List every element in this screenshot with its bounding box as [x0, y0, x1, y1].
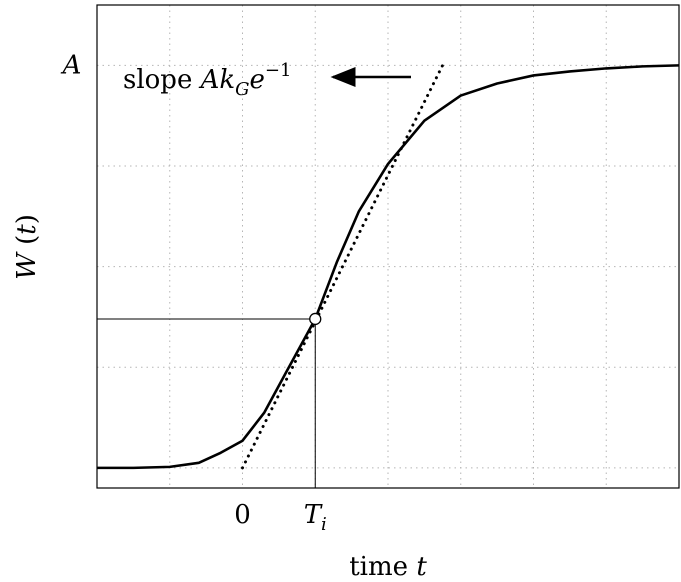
series-layer [97, 63, 680, 470]
tangent-line-dotted [241, 63, 445, 470]
inflection-guides [97, 318, 316, 488]
x-tick-label: Ti [304, 500, 327, 535]
y-tick-label: A [61, 50, 82, 80]
annotation-layer: slope AkGe−1 [123, 60, 411, 100]
y-axis-label: W (t) [12, 214, 42, 280]
tick-labels: 0 Ti A [61, 50, 327, 535]
slope-annotation: slope AkGe−1 [123, 60, 291, 100]
growth-curve [97, 64, 680, 470]
x-tick-label: 0 [234, 500, 251, 530]
plot-frame [96, 4, 680, 489]
inflection-point-marker [309, 312, 322, 326]
x-axis-label: time t [349, 552, 427, 582]
